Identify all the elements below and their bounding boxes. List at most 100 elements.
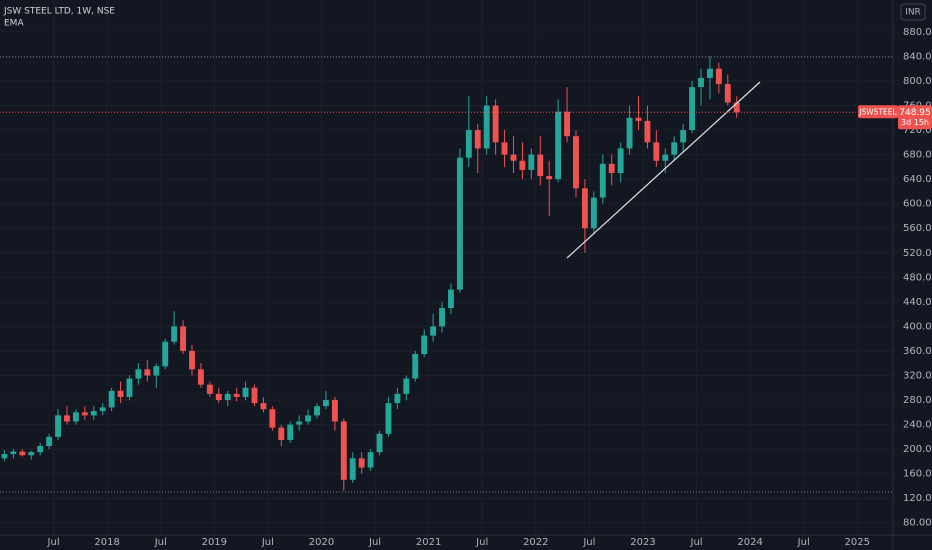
candle-body (590, 197, 597, 229)
x-tick-label: Jul (582, 537, 595, 548)
price-tag-text: 748.95 (899, 108, 931, 118)
candle-body (573, 136, 579, 189)
x-tick-label: Jul (690, 537, 703, 548)
y-tick-label: 240.00 (903, 420, 932, 431)
candle-body (358, 458, 365, 468)
candle-body (171, 326, 178, 342)
candle-body (322, 400, 329, 407)
candle-body (689, 87, 696, 131)
candle-body (385, 403, 392, 434)
currency-box[interactable] (900, 3, 926, 21)
candle-body (269, 409, 276, 428)
candle-body (644, 120, 651, 143)
candle-body (635, 117, 642, 121)
currency: INR (905, 8, 921, 18)
candle-body (233, 393, 240, 397)
x-tick-label: Jul (368, 537, 381, 548)
candle-body (242, 387, 249, 397)
candle-body (448, 289, 454, 308)
x-tick-label: 2023 (630, 537, 655, 548)
candle-body (144, 369, 151, 376)
candle-body (1, 454, 8, 459)
candle-body (296, 421, 303, 425)
x-tick-label: Jul (154, 537, 167, 548)
candle-body (680, 130, 687, 143)
candle-body (287, 424, 294, 440)
candle-body (608, 163, 615, 174)
candle-body (376, 433, 383, 453)
candle-body (501, 142, 508, 155)
y-tick-label: 80.00 (903, 518, 932, 529)
x-tick-label: 2021 (416, 537, 441, 548)
candle-body (555, 111, 562, 180)
y-tick-label: 800.00 (903, 76, 932, 87)
indicator-label[interactable]: EMA (4, 19, 24, 29)
y-tick-label: 120.00 (903, 493, 932, 504)
candle-body (394, 393, 401, 404)
trend-line[interactable] (566, 81, 761, 259)
candle-body (537, 154, 544, 177)
candle-body (546, 176, 553, 180)
candle-body (662, 154, 669, 161)
x-tick-label: 2018 (94, 537, 119, 548)
symbol-tag (858, 105, 898, 119)
y-tick-label: 160.00 (903, 469, 932, 480)
candle-body (81, 412, 88, 416)
candle-body (474, 130, 481, 149)
candle-body (19, 451, 26, 456)
candle-body (430, 326, 437, 336)
candle-body (135, 369, 142, 379)
candle-body (698, 77, 704, 88)
y-tick-label: 280.00 (903, 395, 932, 406)
candle-body (671, 142, 678, 155)
candle-body (153, 366, 160, 376)
candle-body (37, 446, 44, 453)
candle-body (617, 148, 624, 174)
x-tick-label: 2025 (845, 537, 870, 548)
countdown-text: 3d 15h (901, 118, 929, 127)
candle-body (510, 154, 517, 161)
symbol-title: JSW STEEL LTD, 1W, NSE (3, 7, 115, 17)
candle-body (126, 378, 133, 397)
candle-body (706, 68, 713, 78)
candle-body (90, 411, 97, 416)
candle-body (10, 451, 17, 455)
candle-body (64, 415, 70, 422)
x-tick-label: Jul (797, 537, 810, 548)
candle-body (349, 458, 356, 480)
candle-body (439, 307, 445, 327)
x-tick-label: Jul (47, 537, 60, 548)
candle-body (519, 160, 526, 170)
candle-body (108, 390, 115, 408)
candle-body (367, 452, 374, 468)
candle-body (331, 400, 338, 422)
candle-body (733, 102, 740, 113)
candle-body (162, 341, 169, 367)
y-tick-label: 360.00 (903, 346, 932, 357)
y-tick-label: 480.00 (903, 272, 932, 283)
y-tick-label: 320.00 (903, 370, 932, 381)
candle-body (251, 387, 258, 404)
y-tick-label: 600.00 (903, 199, 932, 210)
candle-body (46, 436, 53, 447)
candle-body (197, 369, 204, 385)
candle-body (215, 393, 222, 401)
y-tick-label: 400.00 (903, 321, 932, 332)
candle-body (653, 142, 660, 161)
candle-body (528, 154, 535, 170)
x-tick-label: 2019 (202, 537, 227, 548)
x-tick-label: 2024 (737, 537, 762, 548)
candle-body (581, 188, 588, 229)
y-tick-label: 560.00 (903, 223, 932, 234)
y-tick-label: 720.00 (903, 125, 932, 136)
candle-body (564, 111, 571, 137)
candle-body (715, 68, 722, 85)
candle-body (599, 163, 606, 198)
price-tag (898, 105, 932, 130)
candle-body (55, 415, 61, 437)
candle-body (340, 421, 347, 480)
candle-body (278, 427, 285, 440)
candle-body (421, 335, 428, 355)
x-tick-label: 2020 (309, 537, 334, 548)
